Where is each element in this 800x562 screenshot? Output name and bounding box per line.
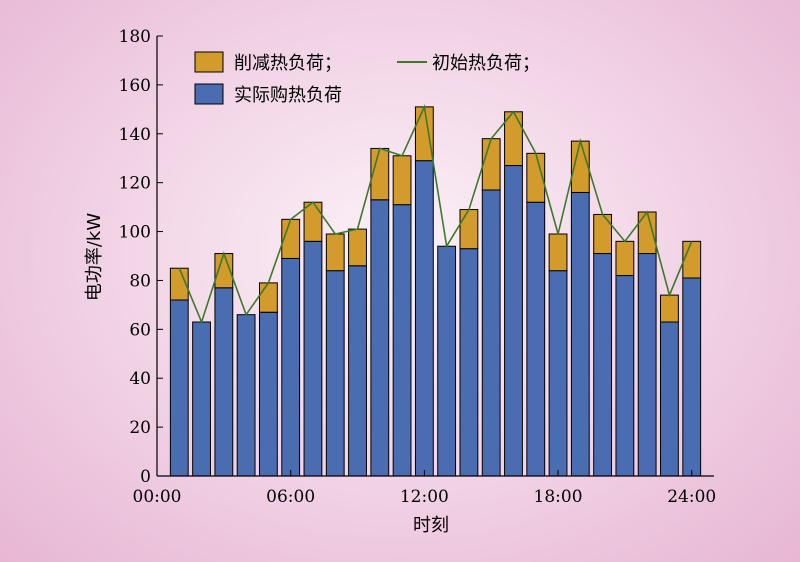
line-layer <box>178 104 693 325</box>
bar-actual <box>348 265 367 477</box>
legend-label-actual: 实际购热负荷 <box>234 85 342 106</box>
bar-actual <box>548 270 568 477</box>
y-tick-label: 20 <box>129 418 151 438</box>
bar-cut <box>481 138 501 191</box>
y-tick-label: 80 <box>129 271 151 291</box>
legend: 削减热负荷； 初始热负荷； 实际购热负荷 <box>194 51 540 106</box>
x-axis-title: 时刻 <box>413 515 449 536</box>
x-tick-label: 00:00 <box>133 487 182 507</box>
bar-actual <box>593 253 613 477</box>
bar-actual <box>325 270 345 477</box>
bar-actual <box>682 277 702 477</box>
bar-actual <box>481 189 501 477</box>
bar-actual <box>504 165 523 477</box>
legend-swatch-actual <box>194 83 224 105</box>
bar-actual <box>303 240 323 477</box>
bar-actual <box>236 314 256 477</box>
bar-actual <box>214 287 234 477</box>
y-tick-label: 100 <box>119 223 151 243</box>
x-tick-label: 24:00 <box>667 487 716 507</box>
bars-group <box>169 106 702 477</box>
bar-cut <box>303 201 323 242</box>
bar-cut <box>459 209 479 250</box>
bar-actual <box>414 160 434 477</box>
bar-cut <box>348 228 367 267</box>
bar-cut <box>593 213 613 255</box>
bar-actual <box>192 321 211 477</box>
bar-actual <box>169 299 189 477</box>
bar-cut <box>325 233 345 272</box>
bar-cut <box>615 240 635 277</box>
bar-actual <box>370 199 390 477</box>
x-tick-label: 12:00 <box>400 487 449 507</box>
y-tick-label: 160 <box>119 76 151 96</box>
initial-load-line <box>178 104 693 325</box>
bar-cut <box>258 282 278 313</box>
bar-cut <box>414 106 434 162</box>
bar-actual <box>526 201 546 477</box>
bar-actual <box>281 257 301 477</box>
bar-cut <box>392 155 412 206</box>
bar-actual <box>615 275 635 477</box>
bar-actual <box>637 253 657 477</box>
bar-actual <box>459 248 479 477</box>
bar-actual <box>258 311 278 477</box>
bar-actual <box>660 321 679 477</box>
x-tick-label: 06:00 <box>266 487 315 507</box>
ticks-group: 0 20 40 60 80 100 120 140 160 180 00:00 06:00 12:00 1… <box>119 27 717 507</box>
y-tick-label: 40 <box>129 369 151 389</box>
axes-group <box>156 36 714 477</box>
x-tick-label: 18:00 <box>534 487 583 507</box>
bar-cut <box>682 240 702 279</box>
bar-actual <box>570 191 590 477</box>
y-tick-label: 0 <box>140 467 151 487</box>
bar-actual <box>437 245 457 477</box>
legend-swatch-cut <box>194 51 224 73</box>
legend-label-cut: 削减热负荷； <box>234 53 342 74</box>
bar-cut <box>370 147 390 201</box>
bar-cut <box>548 233 568 272</box>
bar-cut <box>660 294 679 323</box>
bar-actual <box>392 204 412 477</box>
y-tick-label: 60 <box>129 320 151 340</box>
legend-label-initial: 初始热负荷； <box>432 53 540 74</box>
y-axis-title: 电功率/kW <box>84 213 105 301</box>
y-tick-label: 140 <box>119 125 151 145</box>
y-tick-label: 180 <box>119 27 151 47</box>
y-tick-label: 120 <box>119 174 151 194</box>
